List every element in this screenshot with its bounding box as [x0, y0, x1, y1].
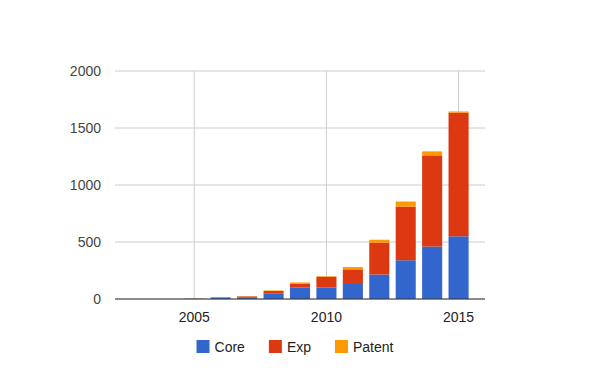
bar-segment — [316, 288, 336, 299]
y-tick-label: 1000 — [70, 177, 101, 193]
bar-segment — [316, 277, 336, 288]
bar-segment — [369, 240, 389, 243]
bar-segment — [343, 267, 363, 269]
x-tick-label: 2005 — [179, 309, 210, 325]
y-tick-label: 0 — [93, 291, 101, 307]
legend-label: Patent — [353, 339, 394, 355]
y-grid-line — [115, 299, 485, 300]
bar-segment — [343, 283, 363, 299]
legend-item: Exp — [269, 339, 311, 355]
chart-container: 0 500 1000 1500 2000 2005 2010 2015 Core Exp Paten… — [0, 0, 600, 371]
x-tick-label: 2010 — [311, 309, 342, 325]
bar-segment — [343, 269, 363, 283]
bar-segment — [369, 274, 389, 299]
y-tick-label: 1500 — [70, 120, 101, 136]
bar-segment — [290, 288, 310, 299]
legend-swatch — [197, 340, 210, 353]
bar-segment — [264, 290, 284, 292]
legend-label: Exp — [287, 339, 311, 355]
bar-segment — [290, 284, 310, 288]
bar-segment — [422, 247, 442, 299]
bar-segment — [290, 282, 310, 283]
bar-segment — [237, 296, 257, 297]
bar-segment — [316, 276, 336, 278]
bar-segment — [449, 111, 469, 112]
bar-segment — [396, 260, 416, 299]
y-grid-line — [115, 71, 485, 72]
chart-svg: 0 500 1000 1500 2000 2005 2010 2015 Core Exp Paten… — [0, 0, 600, 371]
legend: Core Exp Patent — [197, 339, 394, 355]
y-tick-label: 500 — [78, 234, 102, 250]
legend-item: Core — [197, 339, 246, 355]
x-tick-label: 2015 — [443, 309, 474, 325]
legend-swatch — [269, 340, 282, 353]
legend-swatch — [335, 340, 348, 353]
x-grid-line — [194, 71, 195, 299]
bar-segment — [422, 151, 442, 155]
bar-segment — [422, 155, 442, 246]
bar-segment — [396, 202, 416, 207]
bar-segment — [369, 243, 389, 275]
bar-segment — [264, 291, 284, 293]
y-grid-line — [115, 128, 485, 129]
bar-segment — [449, 113, 469, 237]
bar-segment — [264, 293, 284, 299]
bar-segment — [396, 207, 416, 261]
grid — [115, 71, 485, 299]
bar-segment — [237, 296, 257, 298]
legend-label: Core — [215, 339, 246, 355]
y-tick-label: 2000 — [70, 63, 101, 79]
bar-segment — [211, 297, 231, 298]
x-grid-line — [326, 71, 327, 299]
bar-segment — [449, 236, 469, 299]
bars — [184, 111, 468, 299]
x-axis-line — [115, 299, 485, 300]
bar-segment — [211, 297, 231, 299]
legend-item: Patent — [335, 339, 394, 355]
